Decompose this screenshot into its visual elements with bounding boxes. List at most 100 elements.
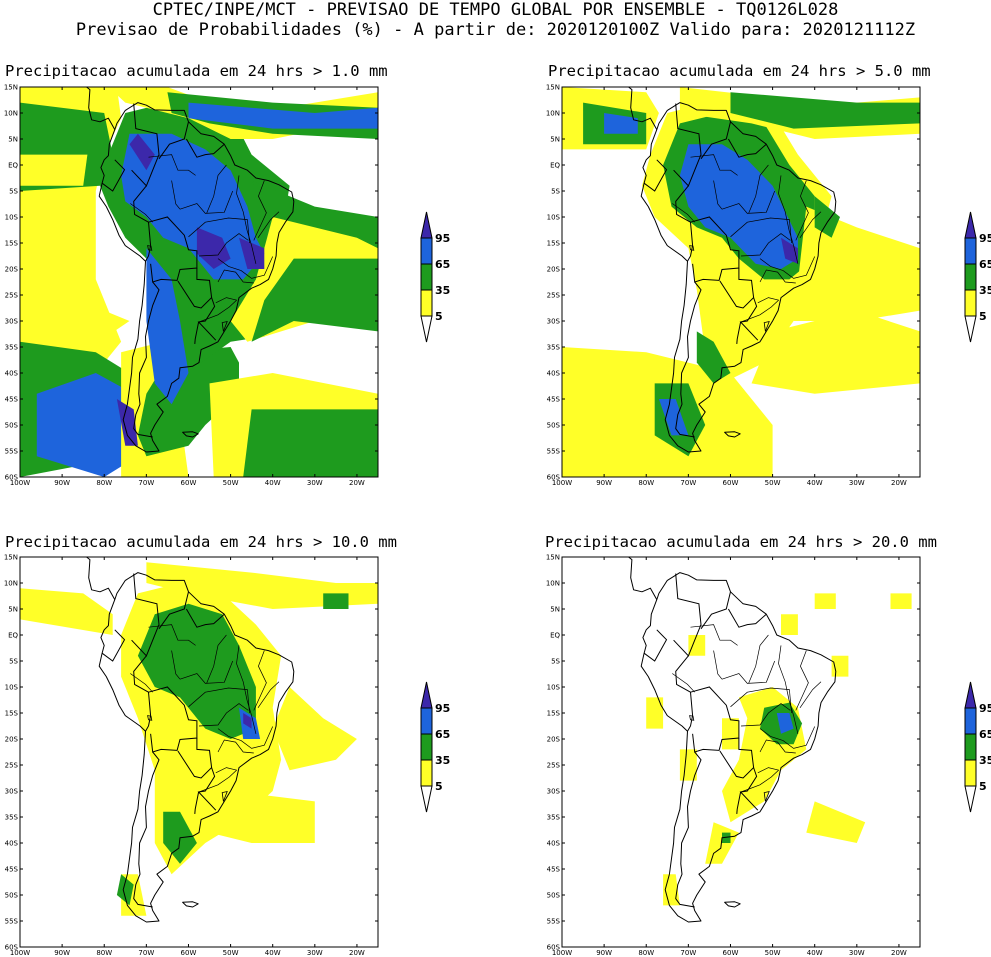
lat-tick-label: 60S <box>547 474 561 482</box>
country-border <box>675 751 702 908</box>
lat-tick-label: 55S <box>5 918 19 926</box>
state-border <box>148 154 196 176</box>
probability-yellow-region <box>20 289 130 353</box>
state-border <box>179 190 234 214</box>
coastline-falkland-islands <box>182 431 199 438</box>
probability-yellow-region <box>20 588 113 635</box>
colorbar-top-arrow <box>420 211 433 239</box>
lat-tick-label: 15N <box>546 84 560 92</box>
lon-tick-label: 80W <box>638 479 654 487</box>
probability-blue-region <box>658 399 689 436</box>
state-border <box>198 299 237 323</box>
lat-tick-label: 30S <box>5 788 19 796</box>
lat-tick-label: 25S <box>5 762 19 770</box>
colorbar-label: 95 <box>435 232 450 245</box>
state-border <box>215 767 237 774</box>
colorbar-top-arrow <box>420 681 433 709</box>
lake-outline <box>147 715 153 721</box>
lat-tick-label: 10S <box>547 684 561 692</box>
lon-tick-label: 40W <box>265 949 281 957</box>
state-border <box>148 624 196 646</box>
state-border <box>795 180 809 241</box>
lat-tick-label: 20S <box>5 266 19 274</box>
lat-tick-label: 50S <box>5 892 19 900</box>
country-border <box>194 791 200 814</box>
colorbar-green-segment <box>420 263 433 291</box>
lon-tick-label: 60W <box>181 949 197 957</box>
colorbar-bottom-arrow <box>964 315 977 343</box>
header-title: CPTEC/INPE/MCT - PREVISAO DE TEMPO GLOBA… <box>152 0 839 20</box>
lake-outline <box>763 790 770 802</box>
coastline-falkland-islands <box>724 431 741 438</box>
probability-yellow-region <box>722 718 739 750</box>
state-border <box>217 739 254 754</box>
probability-yellow-region <box>688 635 706 656</box>
probability-purple-region <box>239 237 265 269</box>
probability-blue-region <box>188 102 378 129</box>
probability-green-region <box>722 832 731 843</box>
lon-tick-label: 90W <box>596 949 612 957</box>
panel-1-title: Precipitacao acumulada em 24 hrs > 1.0 m… <box>5 62 388 80</box>
coastline-central-america <box>627 87 658 130</box>
colorbar-label: 65 <box>435 258 450 271</box>
colorbar-label: 5 <box>979 780 987 793</box>
country-border <box>194 321 200 344</box>
lon-tick-label: 80W <box>96 479 112 487</box>
lon-tick-label: 100W <box>10 949 30 957</box>
country-border <box>158 121 189 160</box>
colorbar-label: 65 <box>435 728 450 741</box>
lon-tick-label: 70W <box>680 949 696 957</box>
lat-tick-label: 10N <box>4 580 18 588</box>
probability-yellow-region <box>751 310 920 394</box>
lon-tick-label: 20W <box>891 949 907 957</box>
probability-yellow-region <box>890 593 912 609</box>
coastline-falkland-islands <box>724 901 741 908</box>
lat-tick-label: 35S <box>547 344 561 352</box>
colorbar-bottom-arrow <box>964 785 977 813</box>
state-border <box>215 297 237 304</box>
lat-tick-label: 55S <box>547 448 561 456</box>
state-border <box>799 681 822 708</box>
colorbar-bottom-arrow <box>420 315 433 343</box>
state-border <box>179 660 234 684</box>
lon-tick-label: 60W <box>181 479 197 487</box>
state-border <box>778 645 799 734</box>
lon-tick-label: 50W <box>765 949 781 957</box>
probability-purple-region <box>129 133 155 171</box>
coastline-cuba <box>84 515 126 531</box>
coastline-south-america <box>98 572 295 923</box>
state-border <box>757 767 779 774</box>
state-border <box>759 726 816 749</box>
lat-tick-label: 15S <box>547 710 561 718</box>
lon-tick-label: 50W <box>223 949 239 957</box>
state-border <box>713 650 723 680</box>
state-border <box>217 269 254 284</box>
map-frame <box>561 86 921 478</box>
state-border <box>257 681 280 708</box>
lon-tick-label: 40W <box>265 479 281 487</box>
state-border <box>721 660 776 684</box>
state-border <box>690 624 738 646</box>
state-border <box>740 703 791 727</box>
country-border <box>643 629 668 662</box>
probability-blue-region <box>776 713 794 734</box>
lat-tick-label: 60S <box>5 474 19 482</box>
lon-tick-label: 100W <box>552 479 572 487</box>
state-border <box>672 203 695 223</box>
colorbar-green-segment <box>420 733 433 761</box>
lat-tick-label: 20S <box>547 266 561 274</box>
lat-tick-label: 45S <box>5 866 19 874</box>
probability-purple-region <box>243 713 252 729</box>
lon-tick-label: 20W <box>349 949 365 957</box>
lat-tick-label: 35S <box>547 814 561 822</box>
lat-tick-label: 10S <box>547 214 561 222</box>
lat-tick-label: 25S <box>5 292 19 300</box>
lon-tick-label: 30W <box>849 949 865 957</box>
state-border <box>740 299 779 323</box>
state-border <box>730 217 792 244</box>
lat-tick-label: 40S <box>5 370 19 378</box>
coastline-central-america <box>627 557 658 600</box>
country-border <box>131 573 160 657</box>
country-border <box>673 573 702 657</box>
country-border <box>197 767 217 811</box>
